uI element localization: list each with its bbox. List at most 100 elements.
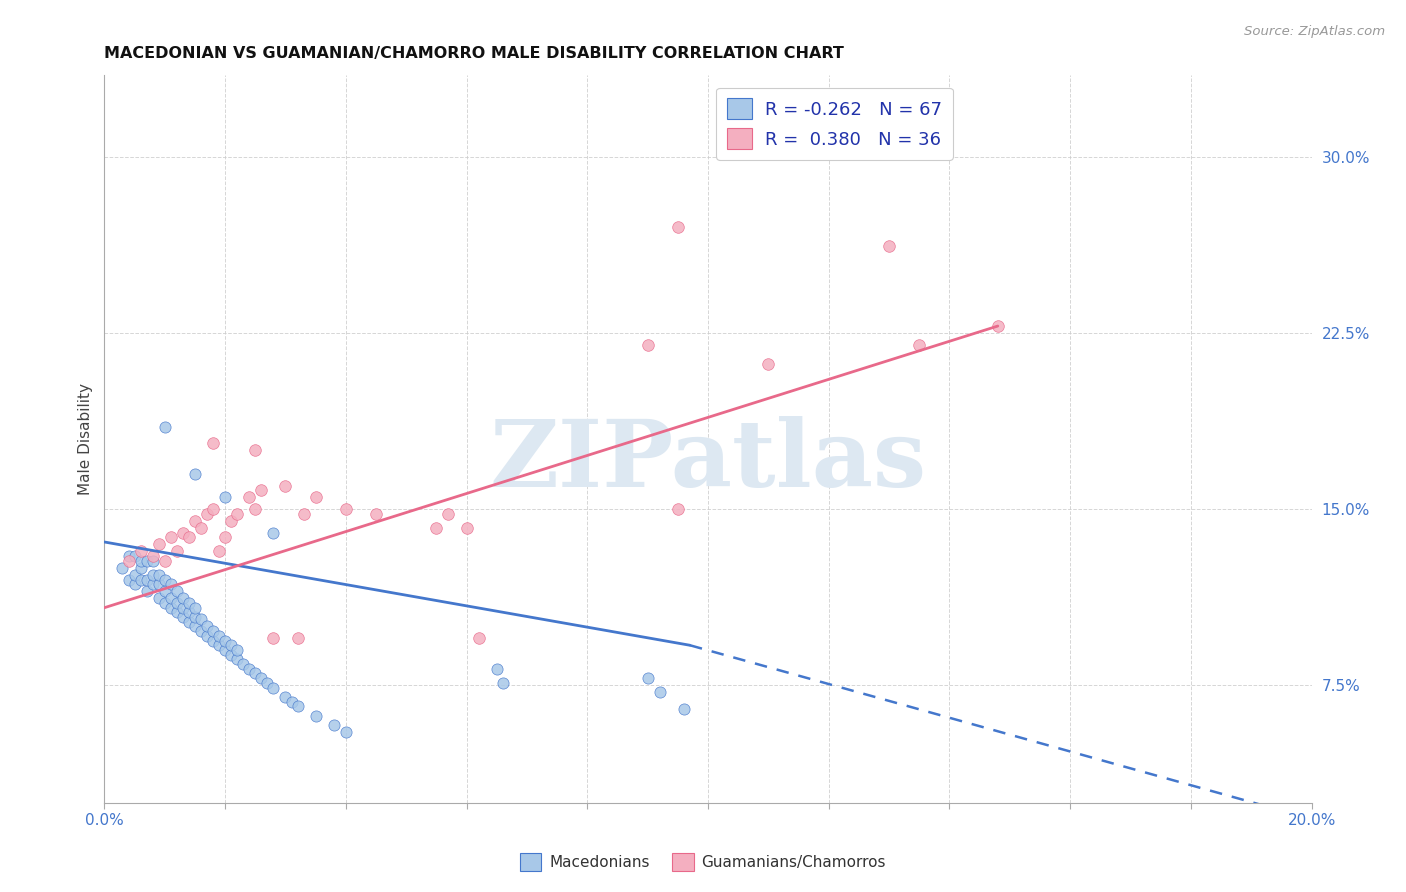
Point [467,631,489,645]
Point [637,338,659,352]
Point [202,624,225,639]
Point [159,577,181,591]
Point [166,584,188,599]
Point [177,606,200,620]
Point [226,652,249,666]
Point [172,525,194,540]
Point [172,591,194,606]
Point [335,725,357,739]
Text: ZIPatlas: ZIPatlas [489,416,927,506]
Point [148,591,170,606]
Point [214,633,236,648]
Point [177,615,200,629]
Point [256,675,278,690]
Point [437,507,460,521]
Point [245,666,267,681]
Point [148,577,170,591]
Point [148,567,170,582]
Point [117,549,139,563]
Point [666,220,689,235]
Text: Source: ZipAtlas.com: Source: ZipAtlas.com [1244,25,1385,38]
Point [184,619,207,633]
Point [135,573,157,587]
Point [166,606,188,620]
Point [214,643,236,657]
Point [226,643,249,657]
Point [159,591,181,606]
Point [274,478,297,492]
Point [153,573,176,587]
Point [190,612,212,626]
Point [262,525,284,540]
Point [335,502,357,516]
Point [202,436,225,450]
Point [274,690,297,704]
Point [208,629,231,643]
Point [456,521,478,535]
Point [159,530,181,544]
Point [159,600,181,615]
Point [492,675,515,690]
Point [987,319,1010,334]
Point [129,554,152,568]
Text: MACEDONIAN VS GUAMANIAN/CHAMORRO MALE DISABILITY CORRELATION CHART: MACEDONIAN VS GUAMANIAN/CHAMORRO MALE DI… [104,46,844,62]
Point [142,549,165,563]
Point [129,573,152,587]
Point [280,695,302,709]
Point [135,584,157,599]
Point [262,681,284,695]
Point [305,708,328,723]
Point [219,638,242,652]
Point [184,600,207,615]
Point [111,561,134,575]
Point [232,657,254,671]
Point [219,514,242,528]
Point [129,561,152,575]
Point [877,239,900,253]
Point [214,491,236,505]
Point [245,443,267,458]
Point [250,671,273,685]
Point [648,685,671,699]
Point [305,491,328,505]
Point [758,357,780,371]
Point [287,699,309,714]
Point [142,554,165,568]
Point [208,544,231,558]
Point [184,610,207,624]
Point [262,631,284,645]
Point [908,338,931,352]
Point [135,554,157,568]
Point [124,549,146,563]
Point [190,521,212,535]
Y-axis label: Male Disability: Male Disability [79,383,93,495]
Point [124,567,146,582]
Point [292,507,315,521]
Point [214,530,236,544]
Point [172,610,194,624]
Point [117,554,139,568]
Point [148,537,170,551]
Legend: R = -0.262   N = 67, R =  0.380   N = 36: R = -0.262 N = 67, R = 0.380 N = 36 [716,87,952,160]
Point [190,624,212,639]
Point [153,596,176,610]
Point [195,629,218,643]
Point [238,491,260,505]
Point [485,662,508,676]
Point [117,573,139,587]
Point [287,631,309,645]
Point [124,577,146,591]
Point [226,507,249,521]
Point [322,718,344,732]
Point [202,502,225,516]
Point [202,633,225,648]
Point [177,530,200,544]
Point [172,600,194,615]
Point [166,544,188,558]
Point [177,596,200,610]
Point [184,467,207,481]
Point [195,507,218,521]
Point [672,701,695,715]
Point [153,584,176,599]
Point [166,596,188,610]
